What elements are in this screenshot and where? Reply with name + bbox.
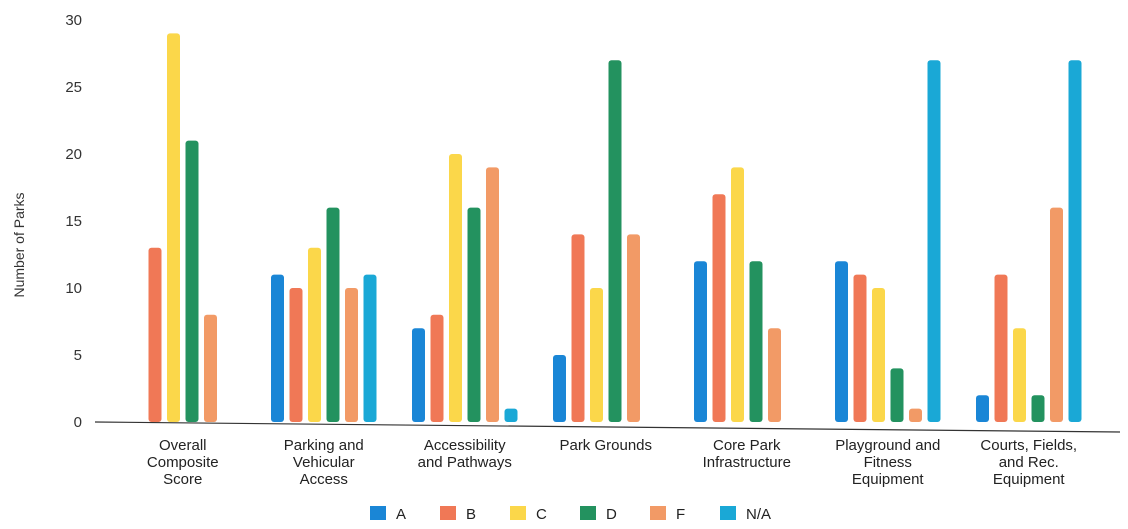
bar-f-cat3 xyxy=(486,167,499,422)
legend-swatch xyxy=(580,506,596,520)
y-tick-label: 10 xyxy=(65,280,82,297)
x-category-label: Accessibility and Pathways xyxy=(418,437,512,471)
y-tick-label: 20 xyxy=(65,146,82,163)
legend-swatch xyxy=(440,506,456,520)
bar-na-cat2 xyxy=(363,274,377,422)
bar-c-cat1 xyxy=(167,33,180,423)
bar-c-cat6 xyxy=(872,288,885,422)
bar-d-cat5 xyxy=(749,261,763,422)
bar-d-cat1 xyxy=(185,140,199,422)
x-category-label: Overall Composite Score xyxy=(147,437,219,488)
bar-na-cat6 xyxy=(927,60,941,422)
bar-c-cat2 xyxy=(308,247,321,422)
bar-a-cat4 xyxy=(553,355,566,422)
x-category-label: Courts, Fields, and Rec. Equipment xyxy=(980,437,1077,488)
bar-na-cat3 xyxy=(504,408,518,422)
bar-d-cat4 xyxy=(608,60,622,422)
bar-f-cat2 xyxy=(345,288,358,422)
y-tick-label: 30 xyxy=(65,12,82,29)
x-axis-category-labels: Overall Composite Score Parking and Vehicula… xyxy=(147,437,1077,488)
bar-b-cat5 xyxy=(712,194,726,422)
bar-f-cat1 xyxy=(204,314,217,422)
y-tick-label: 0 xyxy=(74,414,82,431)
bars-group xyxy=(148,33,1082,423)
bar-b-cat3 xyxy=(430,314,444,422)
legend-label: F xyxy=(676,506,685,523)
bar-a-cat5 xyxy=(694,261,707,422)
y-tick-label: 15 xyxy=(65,213,82,230)
bar-d-cat2 xyxy=(326,207,340,422)
bar-b-cat6 xyxy=(853,274,867,422)
legend-label: D xyxy=(606,506,617,523)
bar-a-cat6 xyxy=(835,261,848,422)
legend-swatch xyxy=(370,506,386,520)
legend-label: N/A xyxy=(746,506,771,523)
bar-b-cat1 xyxy=(148,247,162,422)
bar-c-cat7 xyxy=(1013,328,1026,422)
x-axis-line xyxy=(94,421,1121,433)
bar-b-cat4 xyxy=(571,234,585,422)
legend-swatch xyxy=(510,506,526,520)
bar-c-cat5 xyxy=(731,167,744,422)
x-category-label: Parking and Vehicular Access xyxy=(284,437,364,488)
bar-a-cat3 xyxy=(412,328,425,422)
x-category-label: Playground and Fitness Equipment xyxy=(835,437,940,488)
bar-d-cat6 xyxy=(890,368,904,422)
bar-f-cat7 xyxy=(1050,207,1063,422)
bar-f-cat6 xyxy=(909,408,922,422)
bar-f-cat5 xyxy=(768,328,781,422)
x-category-label: Core Park Infrastructure xyxy=(703,437,791,471)
bar-c-cat4 xyxy=(590,288,603,422)
legend-label: C xyxy=(536,506,547,523)
legend: A B C D F N/A xyxy=(370,506,771,523)
y-axis-title: Number of Parks xyxy=(11,192,27,297)
bar-b-cat7 xyxy=(994,274,1008,422)
legend-swatch xyxy=(650,506,666,520)
x-category-label: Park Grounds xyxy=(559,437,652,454)
bar-d-cat3 xyxy=(467,207,481,422)
bar-b-cat2 xyxy=(289,288,303,422)
y-tick-label: 25 xyxy=(65,79,82,96)
y-tick-label: 5 xyxy=(74,347,82,364)
bar-f-cat4 xyxy=(627,234,640,422)
legend-swatch xyxy=(720,506,736,520)
bar-a-cat2 xyxy=(271,274,284,422)
y-axis-ticks: 0 5 10 15 20 25 30 xyxy=(65,12,82,431)
bar-a-cat7 xyxy=(976,395,989,422)
bar-d-cat7 xyxy=(1031,395,1045,422)
bar-na-cat7 xyxy=(1068,60,1082,422)
legend-label: B xyxy=(466,506,476,523)
legend-label: A xyxy=(396,506,406,523)
bar-c-cat3 xyxy=(449,154,462,422)
